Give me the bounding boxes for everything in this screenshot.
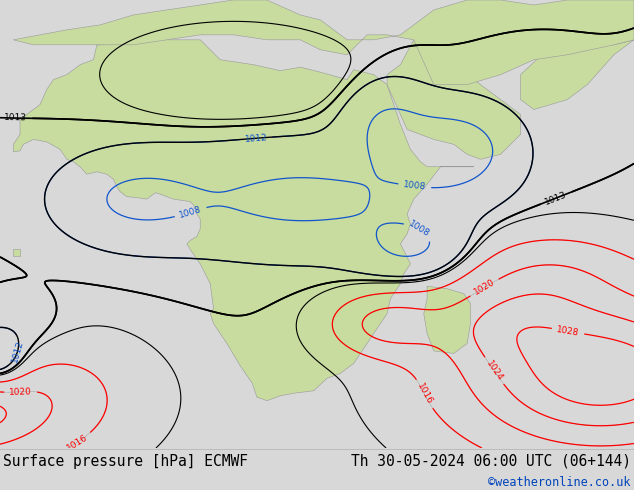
Text: 1016: 1016 xyxy=(65,432,89,452)
Text: Th 30-05-2024 06:00 UTC (06+144): Th 30-05-2024 06:00 UTC (06+144) xyxy=(351,454,631,469)
Text: ©weatheronline.co.uk: ©weatheronline.co.uk xyxy=(488,476,631,489)
Text: 1012: 1012 xyxy=(10,339,25,364)
Polygon shape xyxy=(13,249,20,256)
Polygon shape xyxy=(424,286,470,353)
Text: 1020: 1020 xyxy=(472,278,496,297)
Text: 1024: 1024 xyxy=(484,359,504,383)
Text: 1013: 1013 xyxy=(4,113,27,123)
Polygon shape xyxy=(13,0,634,85)
Text: 1020: 1020 xyxy=(9,387,32,396)
Text: 1008: 1008 xyxy=(178,205,203,220)
Polygon shape xyxy=(521,40,634,109)
Text: 1008: 1008 xyxy=(407,220,432,239)
Text: 1016: 1016 xyxy=(415,382,434,406)
Text: 1028: 1028 xyxy=(556,325,580,338)
Text: 1012: 1012 xyxy=(244,133,268,144)
Polygon shape xyxy=(387,40,521,159)
Text: 1013: 1013 xyxy=(544,190,569,206)
Polygon shape xyxy=(13,37,474,401)
Text: Surface pressure [hPa] ECMWF: Surface pressure [hPa] ECMWF xyxy=(3,454,248,469)
Text: 1008: 1008 xyxy=(403,180,427,192)
